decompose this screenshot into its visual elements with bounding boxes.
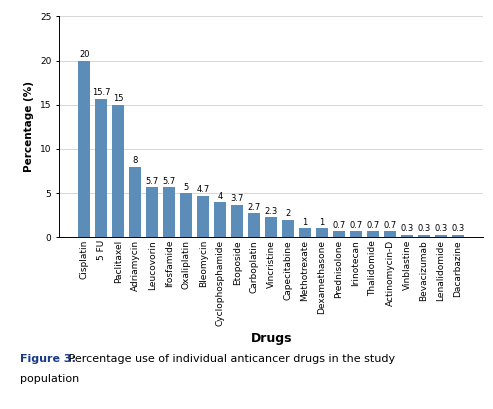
Text: 0.3: 0.3 — [434, 224, 448, 233]
Bar — [452, 235, 464, 237]
Text: 0.7: 0.7 — [350, 221, 363, 230]
Bar — [248, 213, 260, 237]
Text: 15.7: 15.7 — [92, 88, 110, 97]
Text: population: population — [20, 374, 79, 384]
Text: 2: 2 — [285, 209, 291, 218]
Text: Figure 3:: Figure 3: — [20, 354, 76, 364]
Text: 3.7: 3.7 — [231, 194, 244, 203]
Text: 0.7: 0.7 — [384, 221, 397, 230]
Bar — [197, 196, 209, 237]
Text: 0.3: 0.3 — [400, 224, 414, 233]
Bar — [180, 193, 192, 237]
Bar — [96, 99, 107, 237]
Bar — [282, 220, 294, 237]
Bar — [384, 231, 396, 237]
Bar — [265, 217, 277, 237]
Bar — [350, 231, 362, 237]
Bar — [299, 228, 311, 237]
Bar — [401, 235, 413, 237]
Text: 4: 4 — [217, 191, 223, 200]
Text: 5.7: 5.7 — [163, 177, 176, 186]
Text: 4.7: 4.7 — [197, 185, 210, 194]
Text: 2.3: 2.3 — [265, 207, 278, 216]
Text: 0.3: 0.3 — [451, 224, 464, 233]
Bar — [367, 231, 379, 237]
Text: 2.7: 2.7 — [247, 203, 261, 212]
Bar — [146, 187, 158, 237]
Bar — [129, 166, 141, 237]
Text: 0.3: 0.3 — [418, 224, 430, 233]
Bar — [333, 231, 345, 237]
Text: 5: 5 — [183, 183, 189, 192]
Text: 8: 8 — [133, 156, 138, 165]
Text: Percentage use of individual anticancer drugs in the study: Percentage use of individual anticancer … — [65, 354, 395, 364]
X-axis label: Drugs: Drugs — [250, 332, 292, 345]
Text: 5.7: 5.7 — [145, 177, 159, 186]
Bar — [214, 202, 226, 237]
Text: 20: 20 — [79, 50, 90, 59]
Text: 1: 1 — [319, 218, 325, 227]
Bar — [316, 228, 328, 237]
Text: 1: 1 — [303, 218, 308, 227]
Bar — [78, 61, 90, 237]
Bar — [163, 187, 175, 237]
Text: 15: 15 — [113, 94, 124, 103]
Bar — [231, 204, 243, 237]
Text: 0.7: 0.7 — [366, 221, 380, 230]
Bar — [112, 105, 124, 237]
Y-axis label: Percentage (%): Percentage (%) — [25, 81, 35, 172]
Bar — [435, 235, 447, 237]
Bar — [418, 235, 430, 237]
Text: 0.7: 0.7 — [332, 221, 346, 230]
